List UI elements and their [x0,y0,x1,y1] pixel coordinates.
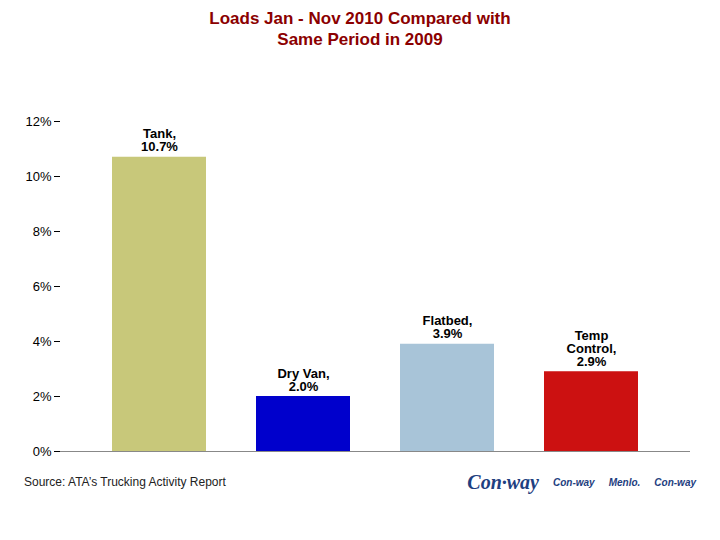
svg-text:2%: 2% [33,388,52,403]
svg-text:TempControl,2.9%: TempControl,2.9% [567,327,617,368]
html-text:Loads Jan - Nov 2010 Compared: Loads Jan - Nov 2010 Compared with Same … [209,9,511,50]
svg-text:12%: 12% [25,113,51,128]
svg-text:8%: 8% [33,223,52,238]
svg-text:Tank,10.7%: Tank,10.7% [141,126,178,154]
svg-text:Dry Van,2.0%: Dry Van,2.0% [277,365,329,393]
svg-text:0%: 0% [33,443,52,458]
svg-text:10%: 10% [25,168,51,183]
svg-text:6%: 6% [33,278,52,293]
html-text:Source: ATA’s Trucking Activit: Source: ATA’s Trucking Activity Report [24,475,226,489]
html-text:Con-way: Con-way [553,476,595,488]
html-text:Con-way: Con-way [654,476,696,488]
svg-text:4%: 4% [33,333,52,348]
svg-text:Flatbed,3.9%: Flatbed,3.9% [423,313,473,341]
html-text:Con·way: Con·way [467,470,539,493]
html-text:Menlo.: Menlo. [608,476,641,488]
